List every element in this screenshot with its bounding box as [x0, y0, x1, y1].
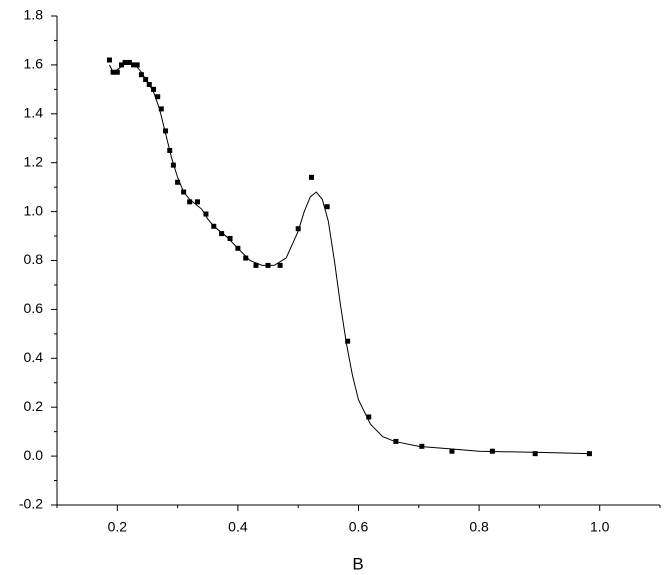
y-tick-label: 1.4 — [24, 105, 44, 121]
data-point — [150, 86, 156, 92]
data-point — [449, 448, 455, 454]
data-point — [158, 106, 164, 112]
y-tick-label: 0.2 — [24, 398, 44, 414]
data-point — [194, 199, 200, 205]
y-tick-label: 1.2 — [24, 153, 44, 169]
y-tick-label: -0.2 — [19, 496, 43, 512]
data-point — [138, 72, 144, 78]
data-point — [114, 69, 120, 75]
x-tick-label: 1.0 — [590, 519, 610, 535]
data-point — [277, 262, 283, 268]
data-point — [253, 262, 259, 268]
data-point — [243, 255, 249, 261]
data-point — [187, 199, 193, 205]
data-point — [219, 231, 225, 237]
x-tick-label: 0.4 — [228, 519, 248, 535]
data-point — [345, 338, 351, 344]
data-point — [324, 204, 330, 210]
y-tick-label: 0.4 — [24, 349, 44, 365]
data-point — [532, 451, 538, 457]
x-tick-label: 0.6 — [349, 519, 369, 535]
data-point — [295, 226, 301, 232]
data-point — [106, 57, 112, 63]
data-point — [163, 128, 169, 134]
data-point — [119, 62, 125, 68]
y-tick-label: 1.0 — [24, 202, 44, 218]
data-point — [131, 62, 137, 68]
y-tick-label: 1.8 — [24, 7, 44, 23]
y-tick-label: 0.6 — [24, 300, 44, 316]
x-axis-label: B — [352, 554, 363, 573]
x-tick-label: 0.8 — [469, 519, 489, 535]
data-point — [227, 235, 233, 241]
data-point — [175, 179, 181, 185]
y-tick-label: 1.6 — [24, 56, 44, 72]
data-point — [308, 174, 314, 180]
data-point — [155, 94, 161, 100]
data-point — [134, 62, 140, 68]
x-tick-label: 0.2 — [108, 519, 128, 535]
data-point — [122, 59, 128, 65]
fit-line — [109, 61, 590, 455]
y-tick-label: 0.8 — [24, 251, 44, 267]
data-point — [366, 414, 372, 420]
y-tick-label: 0.0 — [24, 447, 44, 463]
data-point — [203, 211, 209, 217]
